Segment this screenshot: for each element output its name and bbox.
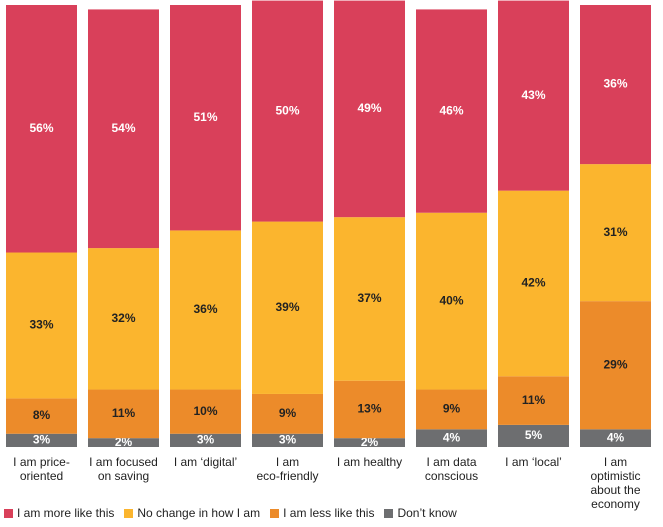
data-label: 31% <box>603 225 627 239</box>
bar-segment <box>498 424 569 447</box>
data-label: 2% <box>115 435 133 449</box>
legend-swatch <box>384 508 394 518</box>
bar-segment <box>6 398 77 434</box>
legend-label: No change in how I am <box>137 506 261 520</box>
data-label: 36% <box>603 77 627 91</box>
data-label: 36% <box>193 302 217 316</box>
data-label: 2% <box>361 435 379 449</box>
legend-label: I am less like this <box>283 506 375 520</box>
x-tick-label: I am ‘digital’ <box>173 455 238 469</box>
data-label: 10% <box>193 404 217 418</box>
legend-item: No change in how I am <box>124 506 260 520</box>
bar-segment <box>170 433 241 447</box>
x-tick-label: I am ‘local’ <box>505 455 562 469</box>
data-label: 13% <box>357 402 381 416</box>
bar-segment <box>88 248 159 390</box>
legend-label: Don’t know <box>397 506 457 520</box>
x-tick-label: I am eco-friendly <box>256 455 319 483</box>
data-label: 50% <box>275 103 299 117</box>
bar-segment <box>580 429 651 447</box>
bar-segment <box>334 0 405 218</box>
data-label: 39% <box>275 300 299 314</box>
data-label: 43% <box>521 88 545 102</box>
data-label: 37% <box>357 291 381 305</box>
bar-segment <box>252 433 323 447</box>
data-label: 8% <box>33 408 51 422</box>
bar-segment <box>170 389 241 434</box>
legend-swatch <box>270 508 280 518</box>
x-tick-label: I am optimistic about the economy <box>590 455 641 511</box>
legend-item: Don’t know <box>384 506 457 520</box>
bar-segment <box>88 438 159 447</box>
legend-swatch <box>4 508 13 518</box>
data-label: 9% <box>279 406 297 420</box>
data-label: 3% <box>279 433 297 447</box>
bar-segment <box>580 164 651 302</box>
data-label: 54% <box>111 121 135 135</box>
data-label: 3% <box>197 433 215 447</box>
data-label: 5% <box>525 428 543 442</box>
bar-segment <box>416 212 487 390</box>
bar-segment <box>170 230 241 390</box>
bar-segment <box>6 5 77 253</box>
bar-segment <box>252 393 323 434</box>
bar-segment <box>334 438 405 447</box>
bar-segment <box>416 429 487 447</box>
data-label: 56% <box>29 121 53 135</box>
bar-segment <box>498 190 569 377</box>
bar-segment <box>252 221 323 394</box>
bar-segment <box>88 389 159 439</box>
data-label: 33% <box>29 318 53 332</box>
data-label: 3% <box>33 433 51 447</box>
data-label: 49% <box>357 101 381 115</box>
legend-label: I am more like this <box>17 506 115 520</box>
legend-item: I am less like this <box>270 506 374 520</box>
bar-segment <box>334 380 405 439</box>
bar-segment <box>498 376 569 425</box>
bar-segment <box>334 217 405 381</box>
bar-segment <box>252 0 323 222</box>
bar-segment <box>498 0 569 191</box>
data-label: 4% <box>607 430 625 444</box>
bar-segment <box>88 9 159 249</box>
x-tick-label: I am healthy <box>336 455 403 469</box>
legend: I am more like this No change in how I am… <box>4 506 457 520</box>
legend-item: I am more like this <box>4 506 114 520</box>
data-label: 11% <box>112 406 136 420</box>
bar-segment <box>580 5 651 165</box>
data-label: 46% <box>439 103 463 117</box>
data-label: 29% <box>603 357 627 371</box>
bar-segment <box>580 301 651 430</box>
bar-segment <box>6 252 77 399</box>
data-label: 4% <box>443 430 461 444</box>
bar-segment <box>170 5 241 231</box>
data-label: 11% <box>522 393 546 407</box>
bar-segment <box>416 389 487 430</box>
data-label: 40% <box>439 293 463 307</box>
x-tick-label: I am price- oriented <box>13 455 70 483</box>
data-label: 42% <box>521 276 545 290</box>
data-label: 9% <box>443 402 461 416</box>
data-label: 51% <box>193 110 217 124</box>
x-tick-label: I am data conscious <box>424 455 479 483</box>
legend-swatch <box>124 508 134 518</box>
data-label: 32% <box>111 311 135 325</box>
bar-segment <box>416 9 487 213</box>
x-tick-label: I am focused on saving <box>89 455 158 483</box>
bar-segment <box>6 433 77 447</box>
